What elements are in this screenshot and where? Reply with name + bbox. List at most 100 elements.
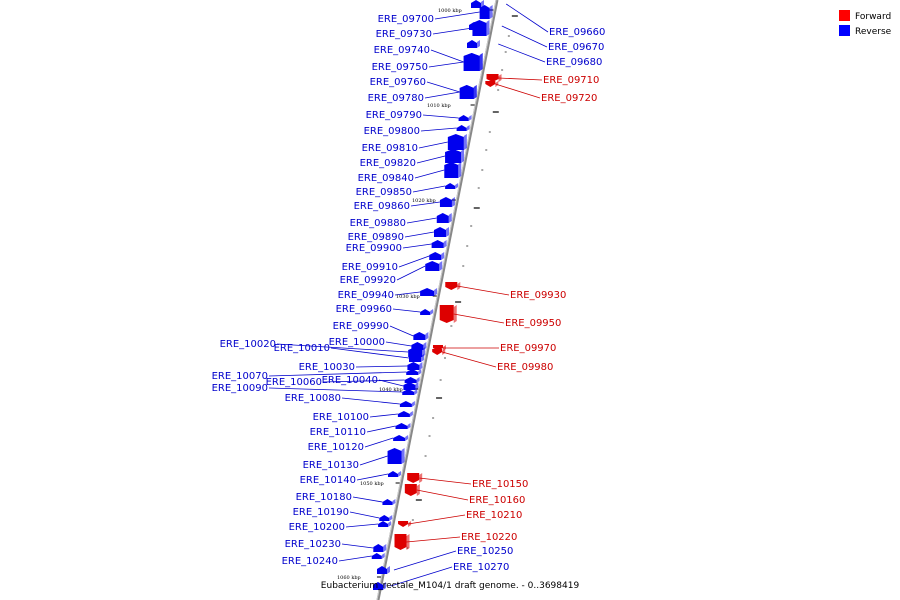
gene-label[interactable]: ERE_09810 [362, 143, 418, 154]
gene-label[interactable]: ERE_10090 [212, 383, 268, 394]
gene-glyph[interactable] [408, 347, 423, 357]
gene-label[interactable]: ERE_09800 [364, 126, 420, 137]
gene-glyph[interactable] [393, 435, 406, 441]
gene-glyph[interactable] [373, 544, 384, 552]
gene-glyph[interactable] [471, 0, 481, 8]
gene-glyph[interactable] [445, 282, 458, 290]
gene-glyph[interactable] [485, 81, 496, 87]
gene-label[interactable]: ERE_09920 [340, 275, 396, 286]
gene-label[interactable]: ERE_10180 [296, 492, 352, 503]
gene-glyph[interactable] [486, 74, 499, 82]
gene-glyph[interactable] [458, 115, 469, 121]
gene-label[interactable]: ERE_09890 [348, 232, 404, 243]
gene-label[interactable]: ERE_10190 [293, 507, 349, 518]
gene-glyph[interactable] [459, 85, 474, 99]
gene-label[interactable]: ERE_09990 [333, 321, 389, 332]
gene-label[interactable]: ERE_09790 [366, 110, 422, 121]
gene-glyph[interactable] [433, 227, 446, 237]
gene-glyph[interactable] [397, 411, 410, 417]
gene-glyph[interactable] [404, 484, 417, 496]
gene-label[interactable]: ERE_10020 [220, 339, 276, 350]
gene-glyph[interactable] [403, 382, 416, 390]
gene-glyph[interactable] [406, 369, 419, 375]
gene-label[interactable]: ERE_09850 [356, 187, 412, 198]
gene-glyph[interactable] [445, 183, 456, 189]
gene-glyph[interactable] [425, 261, 440, 271]
gene-glyph[interactable] [420, 288, 435, 296]
gene-label[interactable]: ERE_10210 [466, 510, 522, 521]
gene-label[interactable]: ERE_10000 [329, 337, 385, 348]
gene-label[interactable]: ERE_09780 [368, 93, 424, 104]
gene-label[interactable]: ERE_09940 [338, 290, 394, 301]
gene-glyph[interactable] [469, 22, 479, 30]
gene-label[interactable]: ERE_10100 [313, 412, 369, 423]
gene-label[interactable]: ERE_10010 [274, 343, 330, 354]
gene-glyph[interactable] [447, 134, 464, 150]
gene-label[interactable]: ERE_10270 [453, 562, 509, 573]
gene-glyph[interactable] [445, 149, 462, 163]
gene-glyph[interactable] [399, 401, 412, 407]
gene-glyph[interactable] [407, 362, 420, 370]
gene-label[interactable]: ERE_09970 [500, 343, 556, 354]
gene-label[interactable]: ERE_09900 [346, 243, 402, 254]
gene-label[interactable]: ERE_09710 [543, 75, 599, 86]
gene-glyph[interactable] [387, 471, 398, 477]
gene-label[interactable]: ERE_09660 [549, 27, 605, 38]
gene-label[interactable]: ERE_10110 [310, 427, 366, 438]
gene-glyph[interactable] [379, 515, 390, 521]
gene-glyph[interactable] [394, 534, 407, 550]
gene-glyph[interactable] [398, 521, 409, 527]
gene-glyph[interactable] [382, 499, 393, 505]
gene-label[interactable]: ERE_10060 [266, 377, 322, 388]
gene-label[interactable]: ERE_09700 [378, 14, 434, 25]
gene-glyph[interactable] [429, 252, 442, 260]
gene-glyph[interactable] [444, 162, 459, 178]
gene-glyph[interactable] [432, 349, 443, 355]
gene-label[interactable]: ERE_10140 [300, 475, 356, 486]
gene-label[interactable]: ERE_09860 [354, 201, 410, 212]
gene-glyph[interactable] [439, 305, 454, 323]
gene-label[interactable]: ERE_09880 [350, 218, 406, 229]
gene-label[interactable]: ERE_10040 [322, 375, 378, 386]
gene-label[interactable]: ERE_10030 [299, 362, 355, 373]
gene-label[interactable]: ERE_10080 [285, 393, 341, 404]
gene-glyph[interactable] [431, 240, 444, 248]
gene-label[interactable]: ERE_10250 [457, 546, 513, 557]
gene-label[interactable]: ERE_10240 [282, 556, 338, 567]
gene-label[interactable]: ERE_10130 [303, 460, 359, 471]
gene-glyph[interactable] [456, 125, 467, 131]
gene-glyph[interactable] [407, 473, 420, 483]
gene-label[interactable]: ERE_09750 [372, 62, 428, 73]
gene-label[interactable]: ERE_09930 [510, 290, 566, 301]
gene-glyph[interactable] [404, 377, 417, 383]
gene-label[interactable]: ERE_09740 [374, 45, 430, 56]
gene-label[interactable]: ERE_09680 [546, 57, 602, 68]
gene-glyph[interactable] [378, 521, 389, 527]
gene-glyph[interactable] [371, 553, 382, 559]
gene-label[interactable]: ERE_10120 [308, 442, 364, 453]
gene-glyph[interactable] [439, 197, 452, 207]
gene-label[interactable]: ERE_09670 [548, 42, 604, 53]
gene-glyph[interactable] [436, 213, 449, 223]
gene-glyph[interactable] [479, 5, 490, 19]
gene-glyph[interactable] [408, 354, 421, 362]
gene-label[interactable]: ERE_09760 [370, 77, 426, 88]
gene-glyph[interactable] [467, 40, 477, 48]
gene-glyph[interactable] [373, 582, 383, 590]
gene-glyph[interactable] [463, 53, 480, 71]
gene-glyph[interactable] [413, 332, 426, 340]
gene-glyph[interactable] [402, 389, 415, 395]
gene-label[interactable]: ERE_09820 [360, 158, 416, 169]
gene-label[interactable]: ERE_09950 [505, 318, 561, 329]
gene-label[interactable]: ERE_10220 [461, 532, 517, 543]
gene-label[interactable]: ERE_09730 [376, 29, 432, 40]
gene-glyph[interactable] [395, 423, 408, 429]
gene-glyph[interactable] [377, 566, 387, 574]
gene-label[interactable]: ERE_10200 [289, 522, 345, 533]
gene-label[interactable]: ERE_09980 [497, 362, 553, 373]
gene-label[interactable]: ERE_10150 [472, 479, 528, 490]
gene-label[interactable]: ERE_09910 [342, 262, 398, 273]
gene-label[interactable]: ERE_10230 [285, 539, 341, 550]
gene-label[interactable]: ERE_09960 [336, 304, 392, 315]
gene-label[interactable]: ERE_09840 [358, 173, 414, 184]
